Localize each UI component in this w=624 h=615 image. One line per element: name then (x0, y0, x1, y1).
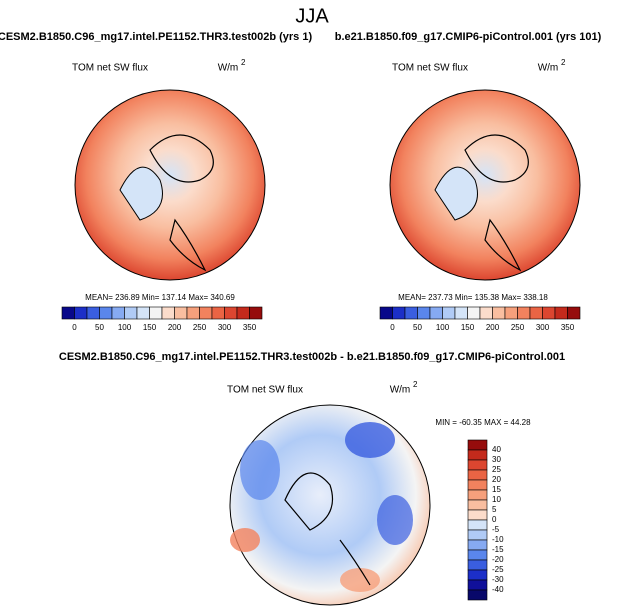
colorbar-box (86, 306, 100, 320)
colorbar-box (467, 519, 488, 531)
colorbar-box (224, 306, 238, 320)
colorbar-box (467, 306, 481, 320)
units-sup: 2 (561, 58, 566, 67)
colorbar-box (467, 509, 488, 521)
colorbar-box (379, 306, 393, 320)
colorbar-label: 200 (168, 323, 182, 332)
colorbar-box (236, 306, 250, 320)
colorbar-box (467, 579, 488, 591)
colorbar-label: 40 (492, 445, 501, 454)
colorbar-box (529, 306, 543, 320)
map-left (74, 89, 266, 281)
colorbar-box (479, 306, 493, 320)
units: W/m (538, 63, 559, 74)
left-label: TOM net SW flux (227, 385, 303, 396)
colorbar-box (467, 459, 488, 471)
colorbar-box (517, 306, 531, 320)
map-right (389, 89, 581, 281)
colorbar-label: -15 (492, 545, 504, 554)
colorbar-box (467, 559, 488, 571)
colorbar-box (567, 306, 581, 320)
colorbar-label: 5 (492, 505, 497, 514)
colorbar-box (467, 479, 488, 491)
colorbar-label: 30 (492, 455, 501, 464)
colorbar-label: 15 (492, 485, 501, 494)
colorbar-box (467, 569, 488, 581)
colorbar-box (554, 306, 568, 320)
colorbar-box (111, 306, 125, 320)
colorbar-box (467, 589, 488, 601)
colorbar-label: -40 (492, 585, 504, 594)
colorbar-label: -5 (492, 525, 500, 534)
colorbar-box (199, 306, 213, 320)
colorbar-label: 100 (118, 323, 132, 332)
colorbar-label: 300 (218, 323, 232, 332)
colorbar-label: -25 (492, 565, 504, 574)
colorbar-box (174, 306, 188, 320)
colorbar-label: 350 (561, 323, 575, 332)
colorbar-box (61, 306, 75, 320)
colorbar-box (161, 306, 175, 320)
colorbar-label: 300 (536, 323, 550, 332)
colorbar-box (186, 306, 200, 320)
colorbar-box (404, 306, 418, 320)
colorbar-label: -30 (492, 575, 504, 584)
stats: MEAN= 237.73 Min= 135.38 Max= 338.18 (398, 293, 548, 302)
left-label: TOM net SW flux (392, 63, 468, 74)
colorbar-box (211, 306, 225, 320)
colorbar-box (124, 306, 138, 320)
colorbar-label: 150 (461, 323, 475, 332)
colorbar-box (467, 469, 488, 481)
colorbar-box (417, 306, 431, 320)
panel-title: b.e21.B1850.f09_g17.CMIP6-piControl.001 … (335, 31, 602, 43)
units: W/m (218, 63, 239, 74)
colorbar-box (74, 306, 88, 320)
colorbar-label: 50 (413, 323, 422, 332)
colorbar-label: 25 (492, 465, 501, 474)
colorbar-label: 10 (492, 495, 501, 504)
panel-title: CESM2.B1850.C96_mg17.intel.PE1152.THR3.t… (59, 351, 565, 363)
colorbar-label: 0 (390, 323, 395, 332)
colorbar-label: 100 (436, 323, 450, 332)
colorbar-label: -10 (492, 535, 504, 544)
stats: MEAN= 236.89 Min= 137.14 Max= 340.69 (85, 293, 235, 302)
colorbar-label: 250 (511, 323, 525, 332)
colorbar-box (454, 306, 468, 320)
colorbar-label: 250 (193, 323, 207, 332)
units-sup: 2 (413, 380, 418, 389)
colorbar-box (467, 549, 488, 561)
colorbar-label: 200 (486, 323, 500, 332)
colorbar-box (467, 439, 488, 451)
units: W/m (390, 385, 411, 396)
colorbar-box (467, 499, 488, 511)
left-label: TOM net SW flux (72, 63, 148, 74)
panel-title: CESM2.B1850.C96_mg17.intel.PE1152.THR3.t… (0, 31, 312, 43)
colorbar-box (467, 529, 488, 541)
colorbar-label: 0 (492, 515, 497, 524)
colorbar-box (442, 306, 456, 320)
colorbar-label: 20 (492, 475, 501, 484)
colorbar-box (492, 306, 506, 320)
colorbar-box (429, 306, 443, 320)
colorbar-label: 50 (95, 323, 104, 332)
map-diff (229, 404, 431, 606)
colorbar-box (467, 539, 488, 551)
colorbar-label: 0 (72, 323, 77, 332)
colorbar-box (504, 306, 518, 320)
stats: MIN = -60.35 MAX = 44.28 (435, 418, 531, 427)
colorbar-box (249, 306, 263, 320)
colorbar-box (467, 489, 488, 501)
colorbar-box (99, 306, 113, 320)
colorbar-label: 350 (243, 323, 257, 332)
units-sup: 2 (241, 58, 246, 67)
colorbar-box (136, 306, 150, 320)
colorbar-label: 150 (143, 323, 157, 332)
colorbar-box (542, 306, 556, 320)
colorbar-box (149, 306, 163, 320)
colorbar-label: -20 (492, 555, 504, 564)
colorbar-box (467, 449, 488, 461)
colorbar-box (392, 306, 406, 320)
figure-title: JJA (295, 5, 329, 27)
